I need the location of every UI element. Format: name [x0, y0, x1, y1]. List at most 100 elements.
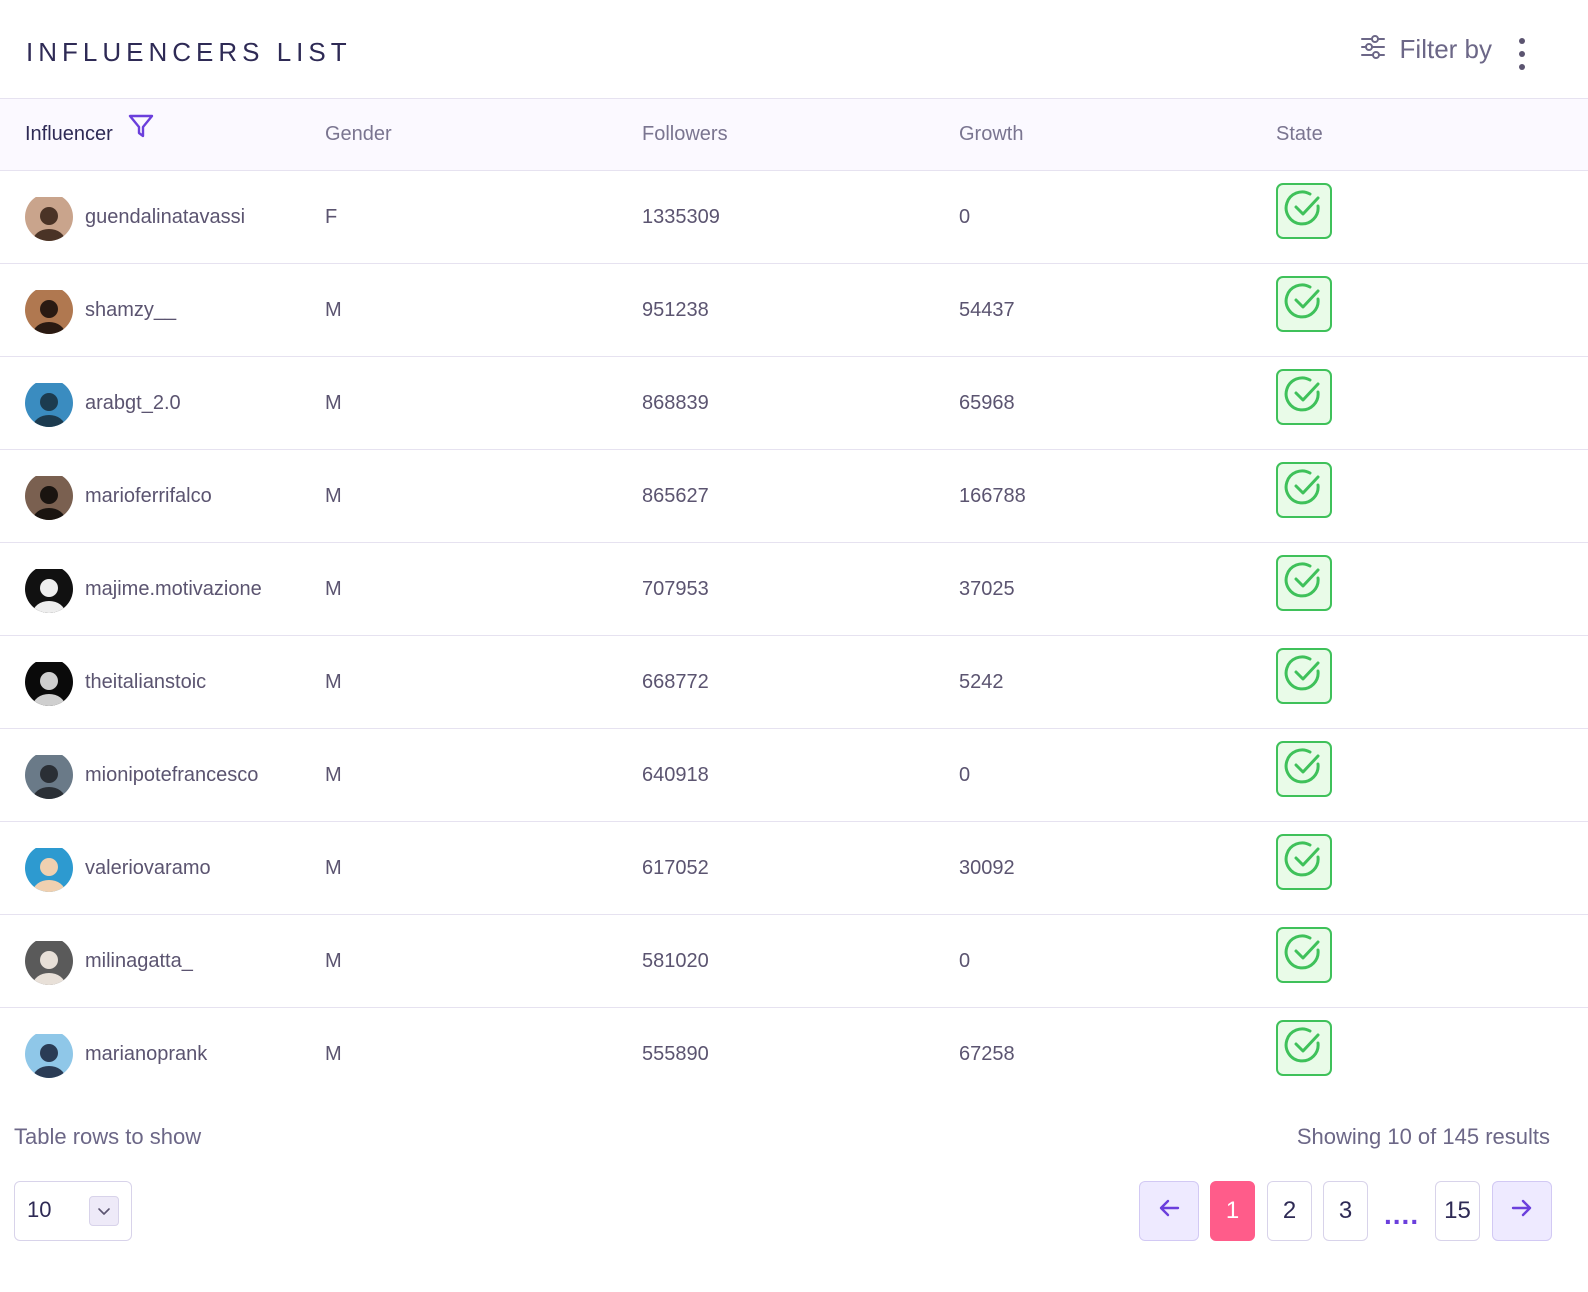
- kebab-menu-icon[interactable]: [1512, 38, 1532, 70]
- influencer-name: milinagatta_: [85, 950, 193, 972]
- gender-cell: M: [325, 857, 342, 879]
- influencer-cell[interactable]: theitalianstoic: [25, 636, 206, 728]
- growth-cell: 65968: [959, 392, 1015, 414]
- page-button-3[interactable]: 3: [1323, 1181, 1368, 1241]
- table-row[interactable]: theitalianstoic M 668772 5242: [0, 636, 1588, 729]
- influencer-name: mionipotefrancesco: [85, 764, 259, 786]
- followers-cell: 617052: [642, 857, 709, 879]
- check-circle-icon: [1284, 839, 1324, 885]
- state-checkbox[interactable]: [1276, 741, 1332, 797]
- prev-page-button[interactable]: [1139, 1181, 1199, 1241]
- page-button-1[interactable]: 1: [1210, 1181, 1255, 1241]
- avatar: [25, 1030, 73, 1078]
- state-checkbox[interactable]: [1276, 462, 1332, 518]
- table-row[interactable]: marioferrifalco M 865627 166788: [0, 450, 1588, 543]
- gender-cell: M: [325, 764, 342, 786]
- followers-cell: 1335309: [642, 206, 720, 228]
- influencer-name: shamzy__: [85, 299, 177, 321]
- rows-to-show-label: Table rows to show: [14, 1124, 202, 1149]
- column-header-followers: Followers: [642, 123, 728, 145]
- influencer-cell[interactable]: shamzy__: [25, 264, 176, 356]
- funnel-filter-icon[interactable]: [127, 99, 155, 170]
- page-header: INFLUENCERS LIST Filter by: [0, 0, 1588, 99]
- pagination: 1 2 3 .... 15: [1139, 1181, 1552, 1241]
- table-row[interactable]: marianoprank M 555890 67258: [0, 1008, 1588, 1100]
- state-cell: [1276, 1020, 1332, 1078]
- influencer-cell[interactable]: marioferrifalco: [25, 450, 212, 542]
- page-button-2[interactable]: 2: [1267, 1181, 1312, 1241]
- influencer-cell[interactable]: majime.motivazione: [25, 543, 262, 635]
- state-checkbox[interactable]: [1276, 648, 1332, 704]
- influencer-cell[interactable]: arabgt_2.0: [25, 357, 181, 449]
- check-circle-icon: [1284, 560, 1324, 606]
- avatar: [25, 565, 73, 613]
- table-row[interactable]: mionipotefrancesco M 640918 0: [0, 729, 1588, 822]
- table-row[interactable]: shamzy__ M 951238 54437: [0, 264, 1588, 357]
- avatar: [25, 937, 73, 985]
- rows-per-page-value: 10: [27, 1197, 52, 1222]
- filter-by-button[interactable]: Filter by: [1360, 34, 1492, 65]
- rows-per-page-select[interactable]: 10: [14, 1181, 132, 1241]
- table-row[interactable]: arabgt_2.0 M 868839 65968: [0, 357, 1588, 450]
- growth-cell: 0: [959, 950, 971, 972]
- table-row[interactable]: majime.motivazione M 707953 37025: [0, 543, 1588, 636]
- page-button-15[interactable]: 15: [1435, 1181, 1480, 1241]
- filter-by-label: Filter by: [1399, 34, 1492, 64]
- state-cell: [1276, 834, 1332, 892]
- table-row[interactable]: valeriovaramo M 617052 30092: [0, 822, 1588, 915]
- pagination-ellipsis: ....: [1384, 1199, 1420, 1230]
- influencer-cell[interactable]: milinagatta_: [25, 915, 193, 1007]
- followers-cell: 640918: [642, 764, 709, 786]
- state-checkbox[interactable]: [1276, 927, 1332, 983]
- column-header-state: State: [1276, 123, 1323, 145]
- state-checkbox[interactable]: [1276, 1020, 1332, 1076]
- state-checkbox[interactable]: [1276, 369, 1332, 425]
- state-cell: [1276, 462, 1332, 520]
- influencer-name: marianoprank: [85, 1043, 208, 1065]
- followers-cell: 868839: [642, 392, 709, 414]
- growth-cell: 166788: [959, 485, 1026, 507]
- check-circle-icon: [1284, 467, 1324, 513]
- table-header: Influencer Gender Followers Growth State: [0, 99, 1588, 171]
- next-page-button[interactable]: [1492, 1181, 1552, 1241]
- influencer-name: guendalinatavassi: [85, 206, 246, 228]
- sliders-icon: [1360, 34, 1386, 65]
- growth-cell: 30092: [959, 857, 1015, 879]
- arrow-right-icon: [1509, 1195, 1535, 1228]
- state-checkbox[interactable]: [1276, 555, 1332, 611]
- table-row[interactable]: guendalinatavassi F 1335309 0: [0, 171, 1588, 264]
- influencer-name: theitalianstoic: [85, 671, 207, 693]
- column-header-influencer[interactable]: Influencer: [25, 99, 155, 170]
- avatar: [25, 658, 73, 706]
- state-checkbox[interactable]: [1276, 183, 1332, 239]
- influencer-cell[interactable]: valeriovaramo: [25, 822, 211, 914]
- influencer-cell[interactable]: guendalinatavassi: [25, 171, 245, 263]
- influencer-name: arabgt_2.0: [85, 392, 181, 414]
- influencer-cell[interactable]: mionipotefrancesco: [25, 729, 258, 821]
- table-row[interactable]: milinagatta_ M 581020 0: [0, 915, 1588, 1008]
- chevron-down-icon[interactable]: [89, 1196, 119, 1226]
- state-cell: [1276, 183, 1332, 241]
- gender-cell: M: [325, 671, 342, 693]
- growth-cell: 37025: [959, 578, 1015, 600]
- state-checkbox[interactable]: [1276, 276, 1332, 332]
- column-header-gender: Gender: [325, 123, 392, 145]
- avatar: [25, 472, 73, 520]
- state-cell: [1276, 555, 1332, 613]
- followers-cell: 865627: [642, 485, 709, 507]
- state-cell: [1276, 648, 1332, 706]
- state-checkbox[interactable]: [1276, 834, 1332, 890]
- influencer-name: majime.motivazione: [85, 578, 262, 600]
- growth-cell: 67258: [959, 1043, 1015, 1065]
- followers-cell: 707953: [642, 578, 709, 600]
- influencer-cell[interactable]: marianoprank: [25, 1008, 207, 1100]
- gender-cell: M: [325, 1043, 342, 1065]
- gender-cell: M: [325, 392, 342, 414]
- column-header-growth: Growth: [959, 123, 1024, 145]
- page-title: INFLUENCERS LIST: [26, 37, 352, 67]
- gender-cell: M: [325, 485, 342, 507]
- state-cell: [1276, 276, 1332, 334]
- avatar: [25, 193, 73, 241]
- check-circle-icon: [1284, 1025, 1324, 1071]
